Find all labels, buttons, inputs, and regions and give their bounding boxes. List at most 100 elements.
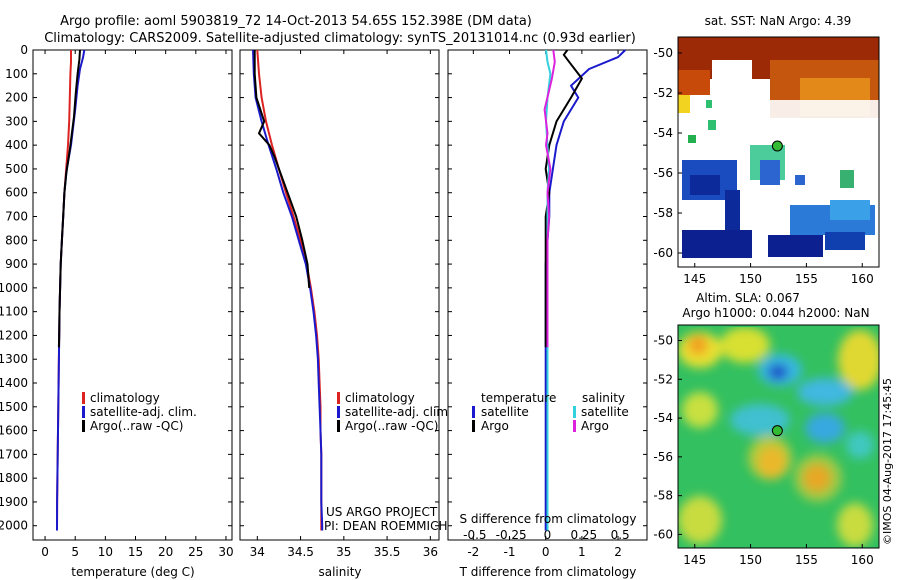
sst-warm-band-west — [678, 70, 710, 95]
sst-blue-region-8 — [825, 232, 865, 250]
figure-title-line1: Argo profile: aoml 5903819_72 14-Oct-201… — [60, 14, 532, 29]
series-line-salinity-argo — [543, 49, 556, 348]
x-tick-label: -2 — [467, 545, 479, 559]
sst-green-pixel — [688, 135, 696, 143]
legend-satellite-label: satellite-adj. clim. — [345, 405, 452, 419]
legend-salinity-title: salinity — [582, 391, 625, 405]
x-tick-label: 25 — [188, 545, 203, 559]
series-line-satellite-adj-clim- — [252, 49, 324, 531]
legend-climatology-swatch — [82, 392, 85, 404]
project-credit-line1: US ARGO PROJECT — [326, 505, 438, 519]
sst-green-pixel — [706, 100, 712, 108]
salinity-xlabel: salinity — [318, 565, 361, 579]
y-tick-label: 1700 — [0, 447, 28, 461]
s-difference-axis-label: S difference from climatology — [460, 512, 637, 526]
sla-blue-blob — [768, 364, 788, 380]
sla-yellow-blob — [720, 327, 770, 363]
sla-cyan-blob — [846, 431, 874, 459]
legend-argo-swatch — [337, 420, 340, 432]
sst-blue-region-10 — [795, 175, 805, 185]
y-tick-label: 100 — [5, 67, 28, 81]
sla-cyan-blob — [797, 378, 853, 406]
y-tick-label: 1000 — [0, 281, 28, 295]
sst-map-panel: sat. SST: NaN Argo: 4.39 — [653, 14, 880, 286]
x-tick-label: 34.5 — [287, 545, 314, 559]
y-tick-label: 1400 — [0, 376, 28, 390]
legend-argo-label: Argo(..raw -QC) — [345, 419, 438, 433]
sst-blue-region-7 — [768, 235, 823, 257]
sst-cloud-gap-2 — [690, 100, 879, 126]
y-tick-label: 200 — [5, 91, 28, 105]
legend-climatology-label: climatology — [90, 391, 160, 405]
salinity-plot-frame — [239, 49, 440, 541]
y-tick-label: 1200 — [0, 328, 28, 342]
y-tick-label: 1900 — [0, 495, 28, 509]
sst-blue-region-9 — [760, 160, 780, 185]
legend-satellite-swatch — [337, 406, 340, 418]
difference-lines — [543, 49, 627, 531]
salinity-lines — [252, 49, 324, 531]
map-x-tick-label: 155 — [795, 553, 818, 567]
map-y-tick-label: -54 — [653, 411, 673, 425]
x-tick-label: 10 — [98, 545, 113, 559]
y-tick-label: 400 — [5, 138, 28, 152]
legend-satellite-swatch — [82, 406, 85, 418]
sla-yellow-blob — [837, 503, 873, 547]
temperature-xlabel: temperature (deg C) — [71, 565, 194, 579]
y-tick-label: 700 — [5, 210, 28, 224]
argo-position-marker — [771, 425, 783, 437]
x-tick-label: 36 — [423, 545, 438, 559]
sst-map-frame — [677, 36, 880, 268]
map-x-tick-label: 145 — [683, 272, 706, 286]
legend-temperature-title: temperature — [481, 391, 556, 405]
sla-map-title-line1: Altim. SLA: 0.067 — [696, 291, 800, 305]
legend-s-satellite-label: satellite — [581, 405, 629, 419]
y-tick-label: 500 — [5, 162, 28, 176]
sst-blue-region-4 — [682, 230, 752, 258]
sst-field — [678, 37, 879, 258]
x-tick-label: -1 — [504, 545, 516, 559]
project-credit-line2: PI: DEAN ROEMMICH — [324, 519, 447, 533]
x-tick-label: 30 — [218, 545, 233, 559]
map-x-tick-label: 155 — [795, 272, 818, 286]
y-tick-label: 1100 — [0, 305, 28, 319]
legend-s-argo-swatch — [573, 420, 576, 432]
map-y-tick-label: -58 — [653, 206, 673, 220]
map-y-tick-label: -52 — [653, 372, 673, 386]
y-tick-label: 1300 — [0, 352, 28, 366]
legend-s-argo-label: Argo — [581, 419, 609, 433]
x-tick-label: 5 — [71, 545, 79, 559]
top-tick-label: 0.25 — [570, 528, 597, 542]
sla-yellow-blob — [748, 436, 792, 480]
sla-map-frame — [677, 324, 880, 549]
legend-s-satellite-swatch — [573, 406, 576, 418]
map-y-tick-label: -54 — [653, 126, 673, 140]
map-x-tick-label: 160 — [851, 553, 874, 567]
sla-field — [678, 325, 879, 548]
sst-blue-region-3 — [725, 190, 740, 240]
x-tick-label: 0 — [542, 545, 550, 559]
sst-green-patch-2 — [840, 170, 854, 188]
top-tick-label: 0.5 — [611, 528, 630, 542]
map-y-tick-label: -60 — [653, 246, 673, 260]
sla-map-panel: Altim. SLA: 0.067 Argo h1000: 0.044 h200… — [653, 291, 880, 567]
map-y-tick-label: -56 — [653, 450, 673, 464]
sst-cloud-gap — [712, 60, 752, 105]
legend-argo-swatch — [82, 420, 85, 432]
legend-argo-label: Argo(..raw -QC) — [90, 419, 183, 433]
figure-title-line2: Climatology: CARS2009. Satellite-adjuste… — [44, 31, 636, 46]
top-tick-label: -0.5 — [463, 528, 486, 542]
y-tick-label: 1800 — [0, 471, 28, 485]
imos-timestamp: ©IMOS 04-Aug-2017 17:45:45 — [881, 378, 894, 545]
temperature-lines — [56, 49, 86, 531]
y-tick-label: 2000 — [0, 519, 28, 533]
y-tick-label: 0 — [20, 43, 28, 57]
sla-map-title-line2: Argo h1000: 0.044 h2000: NaN — [682, 306, 869, 320]
top-tick-label: 0 — [544, 528, 552, 542]
legend-climatology-label: climatology — [345, 391, 415, 405]
y-tick-label: 900 — [5, 257, 28, 271]
temperature-legend: climatology satellite-adj. clim. Argo(..… — [82, 391, 197, 433]
map-x-tick-label: 150 — [739, 272, 762, 286]
legend-t-argo-swatch — [472, 420, 475, 432]
